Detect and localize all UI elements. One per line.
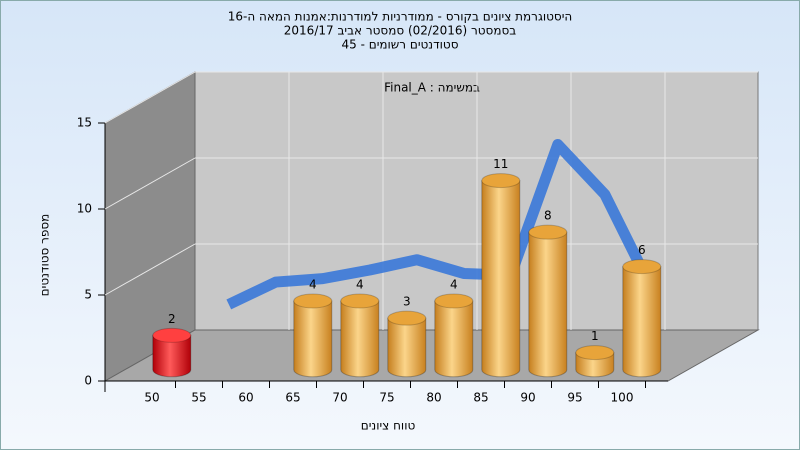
data-label: 3	[403, 295, 411, 309]
x-tick-label: 85	[473, 391, 488, 405]
data-label: 6	[638, 243, 646, 257]
bar-top	[434, 293, 474, 309]
bar	[387, 317, 427, 378]
bar	[622, 266, 662, 378]
data-label: 4	[450, 277, 458, 291]
chart-title: היסטוגרמת ציונים בקורס - ממודרניות למודר…	[228, 10, 573, 24]
data-label: 4	[356, 277, 364, 291]
chart-title: סטודנטים רשומים - 45	[341, 38, 458, 52]
x-tick-label: 100	[611, 391, 634, 405]
bar-top	[387, 310, 427, 326]
x-tick-label: 50	[144, 391, 159, 405]
grid-line	[104, 157, 196, 210]
x-tick-label: 75	[379, 391, 394, 405]
data-label: 8	[544, 209, 552, 223]
y-tick-label: 10	[77, 202, 92, 216]
y-axis-label: מספר סטודנטים	[38, 214, 52, 297]
grid-line	[104, 243, 196, 296]
x-tick-label: 65	[285, 391, 300, 405]
x-tick-label: 70	[332, 391, 347, 405]
x-tick-label: 80	[426, 391, 441, 405]
bar-top	[293, 293, 333, 309]
data-label: 2	[168, 312, 176, 326]
x-axis-label: טווח ציונים	[361, 419, 416, 433]
y-tick-label: 0	[84, 374, 92, 388]
data-label: 11	[493, 157, 508, 171]
bar	[152, 334, 192, 378]
y-tick-label: 5	[84, 288, 92, 302]
bar	[528, 231, 568, 378]
x-tick-label: 55	[191, 391, 206, 405]
x-tick-label: 95	[567, 391, 582, 405]
y-tick-label: 15	[77, 116, 92, 130]
x-tick-label: 60	[238, 391, 253, 405]
bar-top	[528, 224, 568, 240]
bar-top	[481, 173, 521, 189]
bar-top	[340, 293, 380, 309]
chart-title: בסמסטר (02/2016) סמסטר אביב 2016/17	[284, 24, 516, 38]
bar-top	[575, 345, 615, 361]
curve	[226, 138, 657, 310]
bar	[293, 300, 333, 378]
bar-top	[622, 259, 662, 275]
legend: במשימה : Final_A	[384, 81, 480, 95]
bar	[481, 180, 521, 378]
data-label: 4	[309, 277, 317, 291]
bar-top	[152, 327, 192, 343]
bar	[434, 300, 474, 378]
bar	[340, 300, 380, 378]
grid-line	[104, 71, 196, 124]
x-tick-label: 90	[520, 391, 535, 405]
data-label: 1	[591, 329, 599, 343]
